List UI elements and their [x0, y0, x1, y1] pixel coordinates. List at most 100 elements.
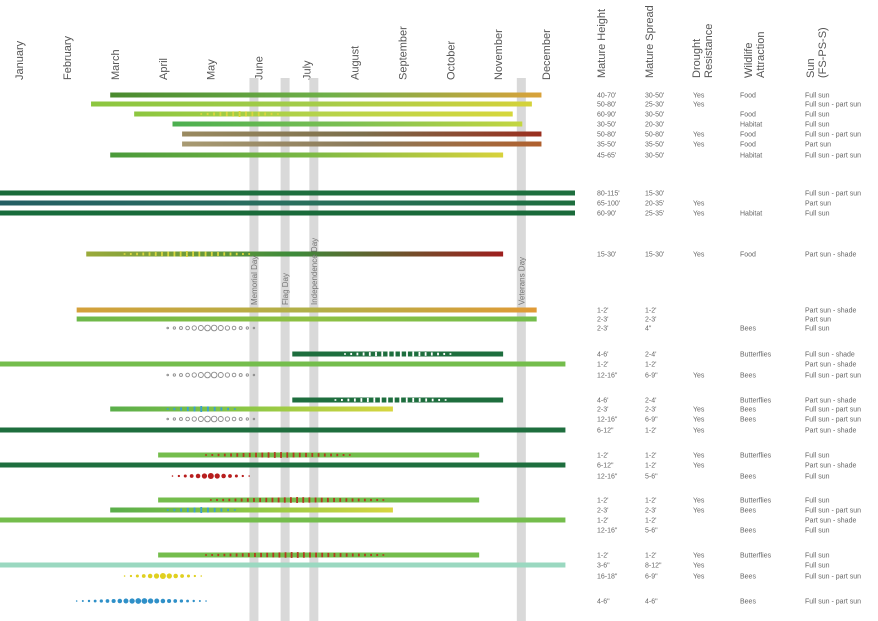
flower-dot-15-3 — [356, 352, 359, 356]
flower-dot-32-14 — [154, 598, 160, 604]
cell-sun-26: Full sun - part sun — [805, 508, 861, 515]
flower-dot-15-13 — [418, 351, 421, 357]
cell-spread-18: 2-4' — [645, 398, 656, 405]
cell-height-3: 60-90' — [597, 112, 616, 119]
flower-dot-18-12 — [405, 397, 408, 403]
flower-dot-25-8 — [253, 498, 255, 502]
bloom-bar-10 — [0, 210, 575, 216]
cell-spread-7: 30-50' — [645, 153, 664, 160]
cell-spread-25: 1-2' — [645, 498, 656, 505]
flower-dot-20-2 — [172, 417, 176, 421]
flower-dot-19-9 — [220, 407, 223, 411]
cell-wildlife-32: Bees — [740, 599, 756, 606]
flower-dot-15-1 — [344, 353, 346, 355]
flower-dot-3-13 — [277, 113, 279, 115]
bloom-bar-21 — [0, 427, 566, 433]
flower-dot-14-1 — [166, 326, 169, 330]
flower-dot-29-25 — [351, 553, 354, 557]
flower-dot-26-1 — [166, 509, 169, 511]
cell-wildlife-22: Butterflies — [740, 453, 772, 460]
bloom-bar-4 — [172, 121, 523, 127]
cell-height-15: 4-6' — [597, 352, 608, 359]
bloom-bar-8 — [0, 190, 575, 196]
flower-dot-14-13 — [245, 326, 249, 330]
flower-dot-15-9 — [393, 351, 396, 357]
flower-dot-25-5 — [234, 498, 237, 502]
flower-dot-25-25 — [357, 498, 360, 502]
flower-dot-3-11 — [264, 112, 267, 116]
bloom-bar-23 — [0, 462, 566, 468]
cell-height-10: 60-90' — [597, 211, 616, 218]
cell-drought-17: Yes — [693, 373, 705, 380]
flower-dot-3-6 — [232, 111, 235, 117]
flower-dot-18-15 — [425, 398, 428, 402]
cell-height-2: 50-80' — [597, 102, 616, 109]
flower-dot-25-2 — [216, 499, 218, 501]
flower-dot-11-21 — [248, 253, 251, 255]
cell-spread-27: 1-2' — [645, 518, 656, 525]
cell-sun-31: Full sun - part sun — [805, 574, 861, 581]
flower-dot-14-10 — [224, 325, 231, 331]
flower-dot-17-10 — [224, 372, 231, 378]
bloom-bar-1 — [110, 92, 542, 98]
flower-dot-14-4 — [185, 325, 190, 331]
flower-dot-32-15 — [160, 598, 166, 604]
flower-dot-15-17 — [443, 352, 446, 356]
cell-sun-23: Part sun - shade — [805, 463, 856, 470]
flower-dot-32-7 — [111, 598, 116, 604]
flower-dot-15-5 — [368, 352, 371, 356]
flower-dot-11-18 — [229, 252, 232, 256]
bloom-bar-11 — [86, 251, 504, 257]
bloom-bar-12 — [76, 307, 537, 313]
cell-spread-23: 1-2' — [645, 463, 656, 470]
flower-dot-22-17 — [305, 452, 307, 458]
month-label-february: February — [62, 35, 74, 80]
flower-dot-3-10 — [257, 112, 260, 116]
flower-dot-18-17 — [438, 398, 441, 402]
cell-sun-11: Part sun - shade — [805, 252, 856, 259]
flower-dot-22-4 — [223, 453, 226, 457]
flower-dot-29-23 — [339, 553, 342, 557]
flower-dot-11-10 — [179, 251, 182, 257]
flower-dot-25-18 — [314, 497, 317, 503]
flower-dot-18-16 — [431, 398, 434, 402]
cell-sun-32: Full sun - part sun — [805, 599, 861, 606]
flower-dot-29-12 — [272, 552, 275, 558]
cell-wildlife-14: Bees — [740, 326, 756, 333]
flower-dot-25-17 — [308, 497, 311, 503]
cell-sun-15: Full sun - shade — [805, 352, 855, 359]
month-label-august: August — [349, 46, 361, 80]
flower-dot-32-3 — [87, 599, 91, 603]
flower-dot-24-13 — [248, 475, 250, 477]
flower-dot-26-8 — [213, 507, 216, 513]
flower-dot-17-7 — [204, 371, 211, 379]
cell-height-11: 15-30' — [597, 252, 616, 259]
bloom-bar-3 — [134, 111, 513, 117]
flower-dot-29-8 — [247, 553, 250, 557]
flower-dot-25-14 — [290, 497, 292, 503]
cell-height-20: 12-16" — [597, 417, 618, 424]
cell-spread-19: 2-3' — [645, 407, 656, 414]
column-header-1: Mature Height — [596, 9, 608, 78]
cell-drought-10: Yes — [693, 211, 705, 218]
flower-dot-20-13 — [245, 417, 249, 421]
flower-dot-32-9 — [123, 598, 129, 604]
flower-dot-11-19 — [235, 252, 238, 256]
cell-spread-13: 2-3' — [645, 317, 656, 324]
bloom-bar-16 — [0, 361, 566, 367]
cell-spread-1: 30-50' — [645, 93, 664, 100]
flower-dot-26-7 — [207, 507, 209, 513]
flower-dot-22-3 — [217, 453, 220, 457]
flower-dot-11-13 — [198, 251, 201, 257]
flower-dot-26-10 — [227, 508, 229, 512]
cell-wildlife-6: Food — [740, 142, 756, 149]
flower-dot-29-11 — [266, 552, 269, 558]
flower-dot-3-7 — [238, 111, 241, 117]
holiday-stripe-3 — [309, 78, 319, 621]
flower-dot-15-11 — [406, 351, 408, 357]
cell-height-9: 65-100' — [597, 201, 620, 208]
cell-drought-23: Yes — [693, 463, 705, 470]
flower-dot-17-5 — [191, 372, 197, 378]
flower-dot-26-2 — [173, 508, 176, 512]
